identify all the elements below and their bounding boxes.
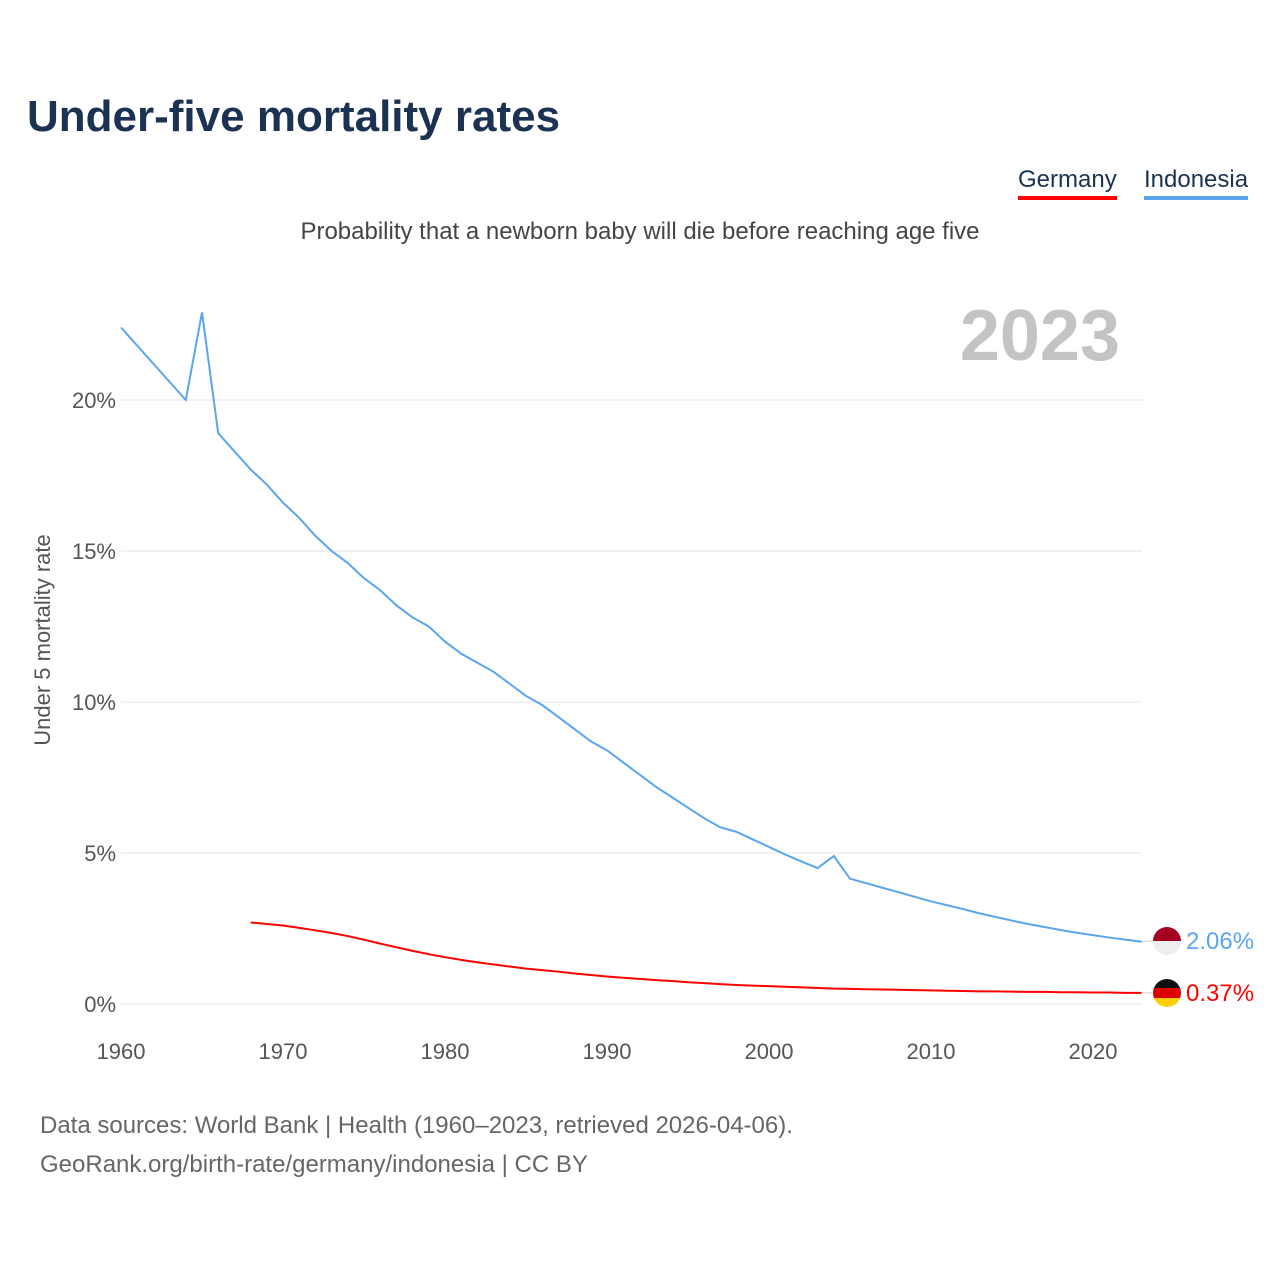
- y-tick-label: 15%: [72, 539, 116, 564]
- y-tick-label: 20%: [72, 388, 116, 413]
- y-tick-label: 10%: [72, 690, 116, 715]
- x-tick-label: 1960: [97, 1039, 146, 1064]
- flag-indonesia-icon: [1153, 927, 1181, 955]
- series-line-germany: [250, 921, 1142, 994]
- y-tick-label: 0%: [84, 992, 116, 1017]
- end-value-label-germany: 0.37%: [1186, 980, 1254, 1007]
- footer: Data sources: World Bank | Health (1960–…: [40, 1106, 793, 1184]
- chart-title: Under-five mortality rates: [27, 92, 561, 141]
- year-label: 2023: [960, 296, 1120, 376]
- series-line-indonesia: [120, 312, 1142, 943]
- footer-link[interactable]: GeoRank.org/birth-rate/germany/indonesia…: [40, 1151, 588, 1178]
- flag-germany-icon: [1153, 979, 1181, 1007]
- y-axis-label: Under 5 mortality rate: [30, 534, 55, 746]
- y-tick-label: 5%: [84, 841, 116, 866]
- footer-sources: Data sources: World Bank | Health (1960–…: [40, 1112, 793, 1139]
- x-tick-label: 2010: [907, 1039, 956, 1064]
- x-tick-label: 1970: [259, 1039, 308, 1064]
- leader-line: [1141, 940, 1153, 943]
- x-tick-label: 1990: [583, 1039, 632, 1064]
- x-tick-label: 2020: [1069, 1039, 1118, 1064]
- legend-indonesia[interactable]: Indonesia: [1144, 166, 1249, 200]
- end-value-label-indonesia: 2.06%: [1186, 928, 1254, 955]
- chart-subtitle: Probability that a newborn baby will die…: [300, 218, 980, 245]
- x-tick-label: 1980: [421, 1039, 470, 1064]
- legend-germany[interactable]: Germany: [1018, 166, 1117, 200]
- x-tick-label: 2000: [745, 1039, 794, 1064]
